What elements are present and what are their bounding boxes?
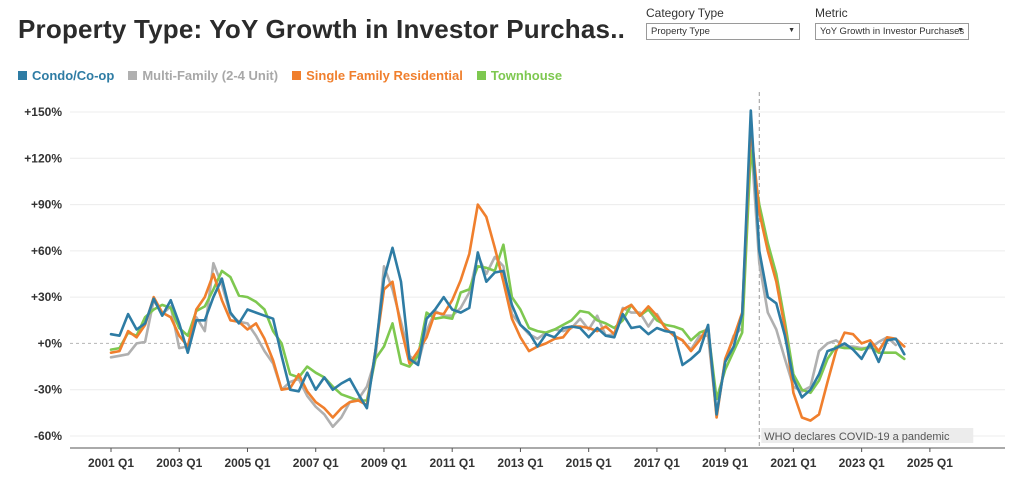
page-title: Property Type: YoY Growth in Investor Pu… [18,14,626,44]
x-tick-label: 2009 Q1 [361,456,407,470]
x-tick-label: 2007 Q1 [293,456,339,470]
legend-label: Multi-Family (2-4 Unit) [142,68,279,83]
legend-swatch [18,71,27,80]
x-tick-label: 2021 Q1 [770,456,816,470]
chart-legend: Condo/Co-op Multi-Family (2-4 Unit) Sing… [18,68,562,83]
series-line-sfr [109,126,906,422]
x-tick-label: 2023 Q1 [839,456,885,470]
series-line-multi [109,135,898,429]
legend-item-townhouse[interactable]: Townhouse [476,68,563,83]
y-tick-label: +30% [31,290,62,304]
annotation-background [761,428,974,443]
y-tick-label: -30% [34,383,62,397]
x-tick-label: 2001 Q1 [88,456,134,470]
x-tick-label: 2003 Q1 [156,456,202,470]
y-tick-label: +0% [38,336,63,350]
category-type-filter: Category Type Property Type ▼ [646,6,800,40]
category-type-value: Property Type [651,26,710,37]
metric-dropdown[interactable]: YoY Growth in Investor Purchases ▼ [815,23,969,40]
legend-label: Single Family Residential [306,68,463,83]
legend-swatch [476,71,486,80]
metric-filter: Metric YoY Growth in Investor Purchases … [815,6,969,40]
x-tick-label: 2011 Q1 [430,456,476,470]
category-type-label: Category Type [646,6,724,20]
legend-swatch [128,71,138,80]
dropdown-arrow-icon: ▼ [788,27,795,34]
legend-item-multi-family[interactable]: Multi-Family (2-4 Unit) [128,68,278,83]
x-tick-label: 2017 Q1 [634,456,680,470]
x-tick-label: 2005 Q1 [224,456,270,470]
y-tick-label: +60% [31,244,62,258]
pandemic-annotation-label: WHO declares COVID-19 a pandemic [764,431,950,443]
x-tick-label: 2025 Q1 [907,456,953,470]
y-tick-label: +120% [24,151,62,165]
legend-swatch [292,71,302,80]
legend-label: Townhouse [490,68,563,83]
category-type-dropdown[interactable]: Property Type ▼ [646,23,800,40]
y-tick-label: -60% [34,429,62,443]
y-tick-label: +150% [24,105,62,119]
metric-label: Metric [815,6,848,20]
dropdown-arrow-icon: ▼ [957,27,964,34]
y-tick-label: +90% [31,198,62,212]
legend-label: Condo/Co-op [32,68,115,83]
metric-value: YoY Growth in Investor Purchases [820,26,965,37]
legend-item-single-family[interactable]: Single Family Residential [292,68,463,83]
x-tick-label: 2015 Q1 [566,456,612,470]
series-line-townhouse [109,149,906,402]
x-tick-label: 2019 Q1 [702,456,748,470]
x-tick-label: 2013 Q1 [497,456,543,470]
series-line-condo [109,109,906,416]
legend-item-condo[interactable]: Condo/Co-op [18,68,114,83]
